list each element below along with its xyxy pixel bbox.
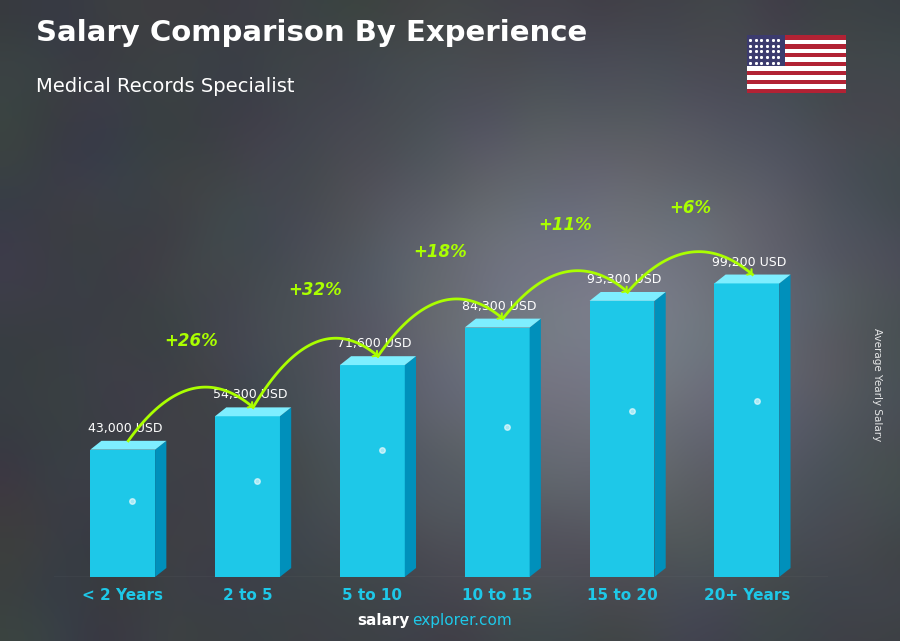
Bar [747, 62, 846, 66]
Bar [747, 53, 846, 58]
Bar [747, 58, 846, 62]
Text: Medical Records Specialist: Medical Records Specialist [36, 77, 294, 96]
Polygon shape [90, 441, 166, 450]
Text: Salary Comparison By Experience: Salary Comparison By Experience [36, 19, 587, 47]
Bar [747, 35, 846, 40]
Bar [747, 66, 846, 71]
Text: +32%: +32% [289, 281, 342, 299]
Bar [747, 71, 846, 75]
Bar [747, 40, 846, 44]
Polygon shape [215, 408, 292, 416]
Text: 43,000 USD: 43,000 USD [87, 422, 162, 435]
Text: 54,300 USD: 54,300 USD [212, 388, 287, 401]
Text: 71,600 USD: 71,600 USD [338, 337, 412, 350]
Text: 93,300 USD: 93,300 USD [587, 273, 662, 286]
Bar [747, 84, 846, 88]
Text: 99,200 USD: 99,200 USD [712, 256, 787, 269]
Polygon shape [654, 292, 666, 577]
Text: salary: salary [357, 613, 410, 628]
FancyBboxPatch shape [215, 416, 280, 577]
Text: +26%: +26% [164, 331, 218, 350]
Polygon shape [464, 319, 541, 328]
FancyBboxPatch shape [340, 365, 405, 577]
Bar [747, 75, 846, 79]
Polygon shape [529, 319, 541, 577]
Polygon shape [155, 441, 166, 577]
Polygon shape [405, 356, 416, 577]
Text: +6%: +6% [669, 199, 711, 217]
Polygon shape [340, 356, 416, 365]
Text: +11%: +11% [538, 216, 592, 235]
FancyBboxPatch shape [90, 450, 155, 577]
FancyBboxPatch shape [590, 301, 654, 577]
Polygon shape [590, 292, 666, 301]
FancyBboxPatch shape [464, 328, 529, 577]
Bar [747, 79, 846, 84]
Polygon shape [280, 408, 292, 577]
Text: explorer.com: explorer.com [412, 613, 512, 628]
FancyBboxPatch shape [715, 283, 779, 577]
Bar [747, 88, 846, 93]
Text: Average Yearly Salary: Average Yearly Salary [872, 328, 883, 441]
Text: 84,300 USD: 84,300 USD [463, 300, 536, 313]
Text: +18%: +18% [413, 243, 467, 261]
Polygon shape [715, 274, 790, 283]
Bar [747, 49, 846, 53]
Bar [747, 44, 846, 49]
Bar [747, 35, 785, 66]
Polygon shape [779, 274, 790, 577]
